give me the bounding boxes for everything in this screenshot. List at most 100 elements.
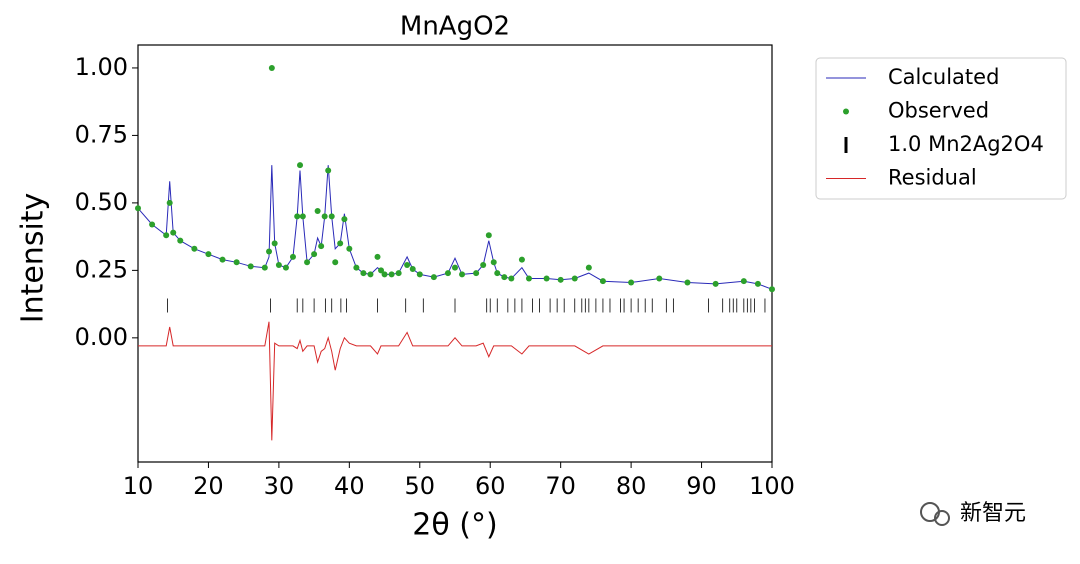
data-point xyxy=(271,240,278,247)
data-point xyxy=(314,207,321,214)
data-point xyxy=(628,279,635,286)
legend-box xyxy=(815,57,1067,200)
data-point xyxy=(261,264,268,271)
data-point xyxy=(416,271,423,278)
data-point xyxy=(268,64,275,71)
data-point xyxy=(599,278,606,285)
data-point xyxy=(233,259,240,266)
data-point xyxy=(304,259,311,266)
data-point xyxy=(374,253,381,260)
data-point xyxy=(378,267,385,274)
data-point xyxy=(525,275,532,282)
x-tick-label: 20 xyxy=(193,472,224,500)
x-tick-label: 90 xyxy=(686,472,717,500)
data-point xyxy=(769,286,775,293)
data-point xyxy=(485,232,492,239)
data-point xyxy=(275,261,282,268)
x-tick-label: 40 xyxy=(334,472,365,500)
y-tick-label: 0.00 xyxy=(75,323,128,351)
data-point xyxy=(754,280,761,287)
data-point xyxy=(480,261,487,268)
data-point xyxy=(430,274,437,281)
data-point xyxy=(163,232,170,239)
data-point xyxy=(508,275,515,282)
data-point xyxy=(409,266,416,273)
data-point xyxy=(381,271,388,278)
data-point xyxy=(247,263,254,270)
y-tick-label: 0.25 xyxy=(75,255,128,283)
data-point xyxy=(266,248,273,255)
data-point xyxy=(712,280,719,287)
data-line xyxy=(138,321,772,441)
data-point xyxy=(557,276,564,283)
x-tick-label: 30 xyxy=(264,472,295,500)
data-point xyxy=(452,264,458,271)
data-point xyxy=(585,264,592,271)
data-point xyxy=(341,216,348,223)
data-point xyxy=(490,259,497,266)
watermark-icon xyxy=(920,502,940,522)
legend-label: Observed xyxy=(888,99,989,123)
y-tick-label: 0.75 xyxy=(75,120,128,148)
data-point xyxy=(170,229,177,236)
x-tick-label: 60 xyxy=(475,472,506,500)
data-point xyxy=(294,213,301,220)
legend-label: Residual xyxy=(888,166,977,190)
data-point xyxy=(311,251,318,258)
data-point xyxy=(149,221,156,228)
data-point xyxy=(289,253,296,260)
x-tick-label: 80 xyxy=(616,472,647,500)
data-point xyxy=(346,245,353,252)
data-point xyxy=(328,213,335,220)
data-point xyxy=(205,251,212,258)
plot-frame xyxy=(137,44,773,463)
data-point xyxy=(656,275,663,282)
x-tick-label: 70 xyxy=(545,472,576,500)
data-point xyxy=(473,270,480,277)
data-point xyxy=(395,270,402,277)
data-point xyxy=(337,240,344,247)
x-axis-label: 2θ (°) xyxy=(412,508,497,543)
data-point xyxy=(543,275,550,282)
data-point xyxy=(494,270,501,277)
chart-title: MnAgO2 xyxy=(400,12,510,42)
data-point xyxy=(135,205,141,212)
x-tick-label: 10 xyxy=(123,472,154,500)
data-point xyxy=(325,167,332,174)
data-point xyxy=(299,213,306,220)
legend-label: Calculated xyxy=(888,65,999,89)
data-line xyxy=(137,165,773,290)
data-point xyxy=(219,256,226,263)
watermark-text: 新智元 xyxy=(960,501,1026,526)
y-tick-label: 1.00 xyxy=(75,53,128,81)
data-point xyxy=(166,199,173,206)
data-point xyxy=(501,274,508,281)
x-tick-label: 50 xyxy=(405,472,436,500)
y-axis-label: Intensity xyxy=(16,193,51,324)
data-point xyxy=(404,261,411,268)
data-point xyxy=(318,243,325,250)
x-tick-label: 100 xyxy=(749,472,795,500)
data-point xyxy=(332,259,339,266)
data-point xyxy=(297,162,304,169)
data-point xyxy=(367,271,374,278)
data-point xyxy=(353,264,360,271)
watermark: 新智元 xyxy=(920,501,1026,526)
data-point xyxy=(684,279,691,286)
legend-label: 1.0 Mn2Ag2O4 xyxy=(888,132,1044,156)
data-point xyxy=(459,271,466,278)
data-point xyxy=(518,256,525,263)
data-point xyxy=(321,213,328,220)
data-point xyxy=(282,264,289,271)
data-point xyxy=(444,270,451,277)
data-point xyxy=(740,278,747,285)
watermark-icon xyxy=(934,510,950,526)
data-point xyxy=(388,271,395,278)
legend-swatch xyxy=(843,108,849,115)
data-point xyxy=(360,270,367,277)
data-point xyxy=(191,245,198,252)
data-point xyxy=(177,237,184,244)
y-tick-label: 0.50 xyxy=(75,188,128,216)
data-point xyxy=(571,275,578,282)
